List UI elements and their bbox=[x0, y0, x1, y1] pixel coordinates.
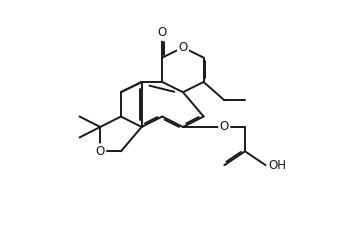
Text: O: O bbox=[178, 41, 188, 54]
Text: O: O bbox=[220, 120, 229, 133]
Text: OH: OH bbox=[268, 159, 286, 172]
Text: O: O bbox=[96, 145, 105, 158]
Text: O: O bbox=[158, 26, 167, 39]
